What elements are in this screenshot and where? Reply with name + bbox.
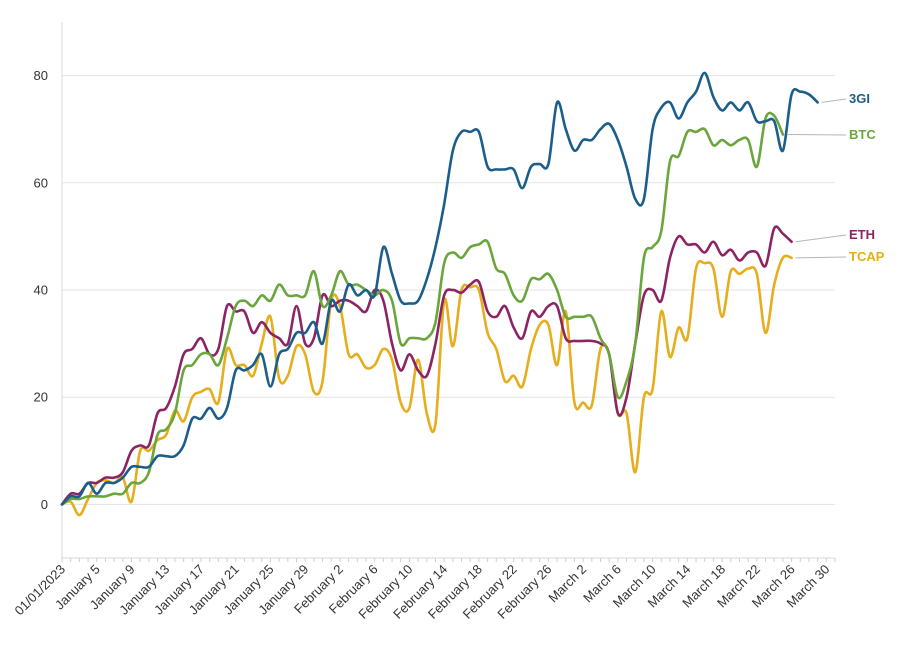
series-line-3gi [60,71,819,506]
x-tick-label: March 2 [545,562,589,606]
series-line-btc [60,111,785,506]
series-label-leader [795,234,847,243]
y-tick-label: 40 [34,283,48,298]
y-tick-label: 0 [41,497,48,512]
y-tick-label: 20 [34,390,48,405]
series-line-eth [60,225,793,506]
series-lines [60,71,819,517]
series-label-btc: BTC [849,127,876,142]
series-labels: TCAP ETH BTC 3GI [786,91,885,264]
series-label-leader [821,98,847,103]
series-label-eth: ETH [849,227,875,242]
series-label-3gi: 3GI [849,91,870,106]
series-label-tcap: TCAP [849,249,885,264]
series-label-leader [795,256,847,259]
series-line-tcap [60,254,793,517]
y-tick-label: 80 [34,68,48,83]
y-tick-label: 60 [34,175,48,190]
